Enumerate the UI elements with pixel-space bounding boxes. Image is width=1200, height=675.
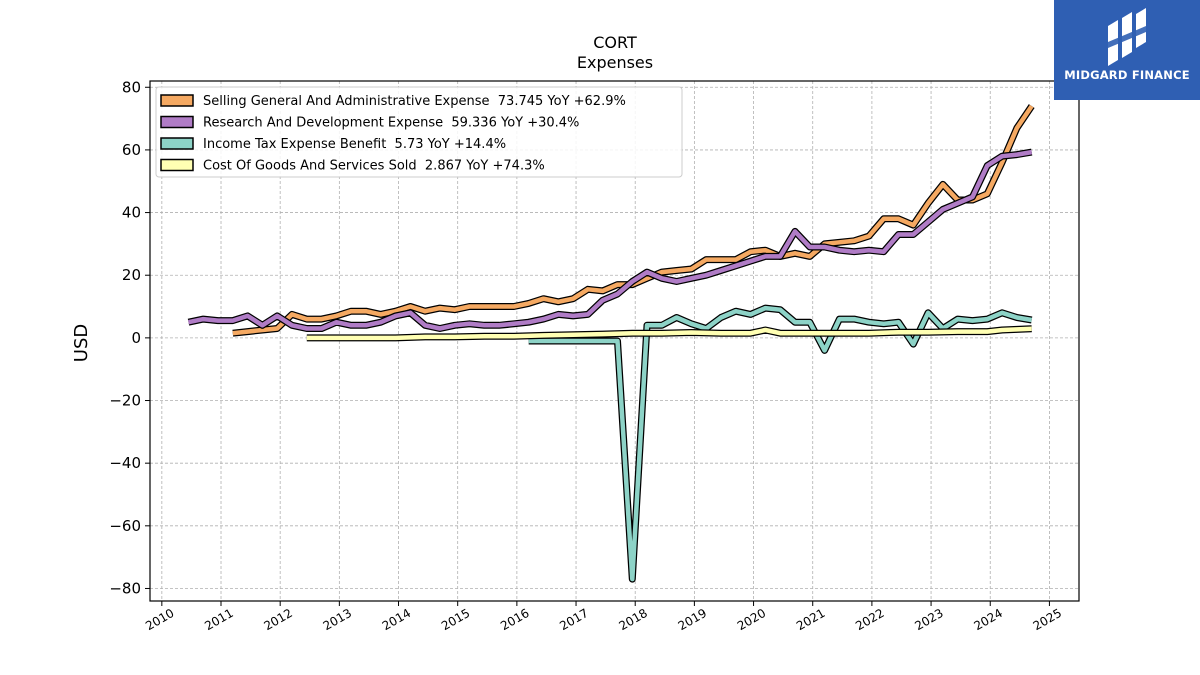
legend-swatch	[160, 94, 194, 107]
plot-frame	[149, 80, 1080, 602]
x-tick-label: 2021	[794, 606, 827, 633]
chart-title: CORT	[593, 33, 637, 52]
series-line	[306, 326, 1032, 341]
legend-swatch	[160, 158, 194, 172]
y-tick-label: 60	[122, 141, 141, 159]
y-axis-ticks: −80 −60 −40 −20 0 20 40 60 80	[109, 78, 150, 597]
y-tick-label: 20	[122, 266, 141, 284]
x-tick-label: 2012	[261, 606, 294, 633]
series-3	[306, 325, 1032, 342]
y-tick-label: 80	[122, 78, 141, 96]
y-tick-label: −40	[109, 454, 141, 472]
y-tick-label: −80	[109, 579, 141, 597]
series-line	[188, 149, 1033, 331]
series-2	[528, 304, 1033, 583]
y-tick-label: 0	[131, 329, 141, 347]
x-tick-label: 2013	[321, 606, 354, 633]
x-tick-label: 2024	[972, 606, 1005, 633]
legend-label: Cost Of Goods And Services Sold 2.867 Yo…	[203, 159, 545, 174]
legend-label: Research And Development Expense 59.336 …	[203, 116, 579, 131]
x-tick-label: 2019	[676, 606, 709, 633]
x-tick-label: 2016	[498, 606, 531, 633]
brand-name: MIDGARD FINANCE	[1064, 68, 1190, 82]
brand-logo: MIDGARD FINANCE	[1054, 0, 1200, 100]
brand-mark-icon	[1108, 8, 1146, 66]
series-line-outline	[528, 304, 1033, 583]
y-tick-label: −60	[109, 517, 141, 535]
legend-swatch	[160, 115, 194, 129]
legend-box	[155, 86, 683, 178]
series-1	[187, 148, 1033, 332]
x-tick-label: 2017	[557, 606, 590, 633]
x-tick-label: 2022	[853, 606, 886, 633]
x-tick-label: 2014	[380, 606, 413, 633]
y-tick-label: 40	[122, 204, 141, 222]
x-tick-label: 2020	[735, 606, 768, 633]
legend-label: Selling General And Administrative Expen…	[203, 94, 626, 109]
series-line	[528, 305, 1033, 582]
legend-label: Income Tax Expense Benefit 5.73 YoY +14.…	[203, 137, 506, 152]
x-tick-label: 2011	[202, 606, 235, 633]
series-line-outline	[187, 148, 1033, 332]
x-tick-label: 2025	[1031, 606, 1064, 633]
y-axis-label: USD	[71, 324, 92, 362]
legend: Selling General And Administrative Expen…	[155, 86, 683, 178]
chart-subtitle: Expenses	[577, 53, 653, 72]
x-tick-label: 2015	[439, 606, 472, 633]
x-tick-label: 2023	[912, 606, 945, 633]
series-layer	[187, 104, 1035, 583]
legend-swatch	[160, 137, 194, 150]
y-tick-label: −20	[109, 392, 141, 410]
x-axis-ticks: 2010 2011 2012 2013 2014 2015 2016 2017 2018 2019…	[143, 601, 1064, 633]
x-tick-label: 2010	[143, 606, 176, 633]
x-tick-label: 2018	[616, 606, 649, 633]
